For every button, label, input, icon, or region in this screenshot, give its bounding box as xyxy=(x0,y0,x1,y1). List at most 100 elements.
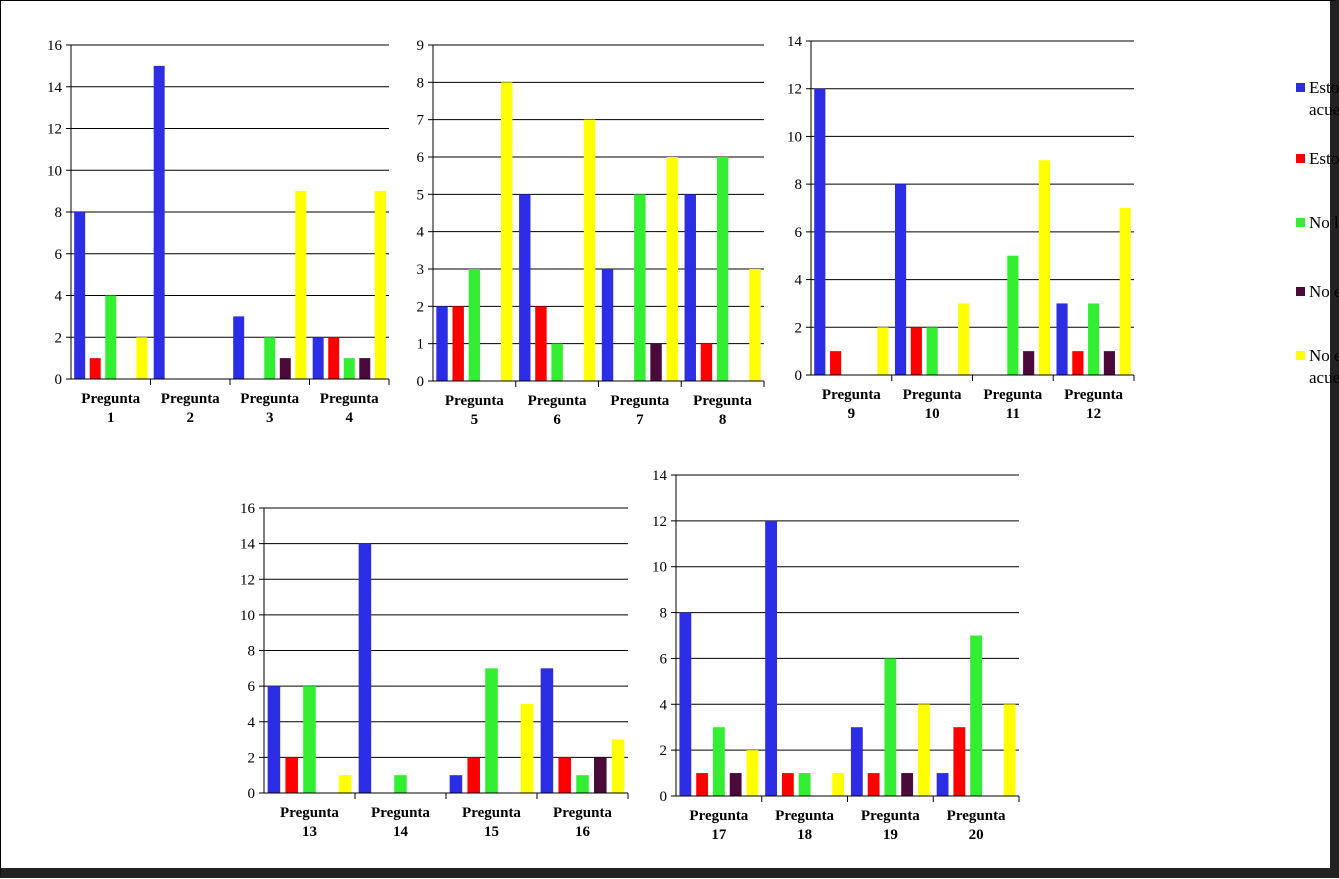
bar xyxy=(611,739,625,793)
y-tick-label: 14 xyxy=(240,537,256,553)
bar xyxy=(295,191,307,379)
bar xyxy=(666,157,678,381)
bar xyxy=(781,773,794,796)
bar xyxy=(953,727,966,796)
y-tick-label: 12 xyxy=(787,82,802,98)
bar xyxy=(1038,160,1051,375)
bar xyxy=(894,184,907,375)
x-tick-label: 17 xyxy=(711,827,727,843)
bar xyxy=(467,757,480,793)
bar xyxy=(1007,255,1019,375)
x-tick-label: 13 xyxy=(302,824,317,840)
bar xyxy=(926,327,938,375)
x-tick-label: Pregunta xyxy=(947,808,1006,824)
chart-5: 0 2 4 6 8 10 12 14 Pregunta 17 Pregunta 18 Pregunta 1… xyxy=(652,468,1020,843)
bar xyxy=(449,775,463,793)
x-tick-label: Pregunta xyxy=(775,808,834,824)
y-tick-label: 1 xyxy=(417,337,425,353)
x-tick-label: 18 xyxy=(797,827,812,843)
bar xyxy=(540,668,554,793)
x-tick-label: Pregunta xyxy=(371,805,430,821)
x-tick-label: 4 xyxy=(346,410,354,426)
x-tick-label: 9 xyxy=(848,406,856,422)
x-tick-label: 6 xyxy=(553,412,561,428)
y-tick-label: 3 xyxy=(417,262,425,278)
y-tick-label: 6 xyxy=(248,679,256,695)
x-tick-label: Pregunta xyxy=(693,393,752,409)
y-tick-label: 7 xyxy=(417,113,425,129)
x-tick-label: 8 xyxy=(719,412,727,428)
chart-1: 0 2 4 6 8 10 12 14 16 Pregunta 1 Pregunta 2 Pregunta 3… xyxy=(47,38,390,426)
bar xyxy=(267,686,281,793)
bar xyxy=(798,773,811,796)
x-tick-label: Pregunta xyxy=(320,391,379,407)
legend-label: No estoy nada de xyxy=(1309,346,1339,365)
x-tick-label: Pregunta xyxy=(610,393,669,409)
y-tick-label: 9 xyxy=(417,38,425,54)
y-tick-label: 0 xyxy=(55,372,63,388)
legend-label: No lo tengo claro xyxy=(1309,213,1339,232)
y-tick-label: 6 xyxy=(417,150,425,166)
y-tick-label: 8 xyxy=(248,644,256,660)
bar xyxy=(814,88,826,375)
bar xyxy=(583,119,596,382)
bar xyxy=(338,775,352,793)
x-tick-label: Pregunta xyxy=(822,387,881,403)
x-tick-label: 20 xyxy=(969,827,984,843)
bar xyxy=(877,327,889,375)
x-tick-label: Pregunta xyxy=(553,805,612,821)
bar xyxy=(867,773,880,796)
y-tick-label: 6 xyxy=(55,247,63,263)
bar xyxy=(650,343,662,381)
bar xyxy=(901,773,914,796)
y-tick-label: 2 xyxy=(660,743,668,759)
x-tick-label: Pregunta xyxy=(861,808,920,824)
bar xyxy=(684,194,696,381)
y-tick-label: 12 xyxy=(47,122,62,138)
bar xyxy=(716,157,729,381)
x-tick-label: 16 xyxy=(575,824,591,840)
x-tick-label: 5 xyxy=(471,412,479,428)
y-tick-label: 4 xyxy=(417,225,425,241)
bar xyxy=(1088,303,1100,375)
x-tick-label: Pregunta xyxy=(81,391,140,407)
bar xyxy=(436,306,448,381)
y-tick-label: 2 xyxy=(795,320,803,336)
y-tick-label: 4 xyxy=(55,289,63,305)
y-tick-label: 10 xyxy=(47,163,62,179)
bar xyxy=(520,703,534,793)
legend-label: No estoy de acuerdo xyxy=(1309,282,1339,301)
chart-2: 0 1 2 3 4 5 6 7 8 9 Pregunta 5 Pregunta 6 Pregunta 7 Pre… xyxy=(417,38,765,428)
bar xyxy=(358,543,372,793)
y-tick-label: 14 xyxy=(652,468,668,484)
y-tick-label: 0 xyxy=(795,368,803,384)
bar xyxy=(679,612,692,796)
x-tick-label: Pregunta xyxy=(161,391,220,407)
legend-label: Estoy muy de xyxy=(1309,78,1339,97)
bar xyxy=(1119,208,1131,375)
bar xyxy=(535,306,547,381)
y-tick-label: 4 xyxy=(795,273,803,289)
bar xyxy=(303,686,316,793)
x-tick-label: Pregunta xyxy=(983,387,1042,403)
y-tick-label: 10 xyxy=(652,560,667,576)
bar xyxy=(832,773,845,796)
y-tick-label: 2 xyxy=(55,330,63,346)
y-tick-label: 14 xyxy=(47,80,63,96)
bar xyxy=(136,337,148,379)
y-tick-label: 6 xyxy=(660,651,668,667)
bar xyxy=(359,358,371,379)
bar xyxy=(712,727,725,796)
bar xyxy=(452,306,464,381)
bar xyxy=(576,775,589,793)
x-tick-label: Pregunta xyxy=(280,805,339,821)
bar xyxy=(696,773,709,796)
x-tick-label: Pregunta xyxy=(1064,387,1123,403)
bar xyxy=(1072,351,1084,375)
bar xyxy=(328,337,340,379)
y-tick-label: 12 xyxy=(652,514,667,530)
legend-label: acuerdo xyxy=(1309,368,1339,387)
x-tick-label: 14 xyxy=(393,824,409,840)
y-tick-label: 4 xyxy=(248,715,256,731)
